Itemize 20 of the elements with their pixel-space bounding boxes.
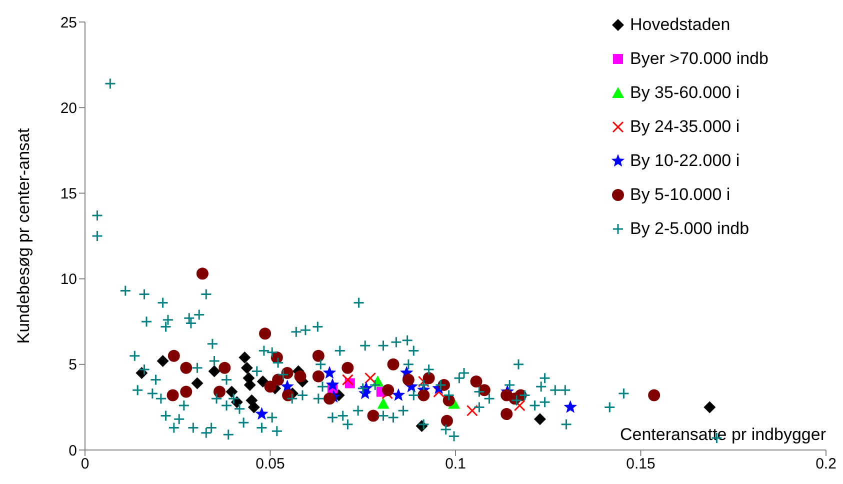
y-tick-label: 25 <box>60 14 77 32</box>
legend-label: By 35-60.000 i <box>630 83 740 103</box>
y-tick-label: 5 <box>68 356 77 374</box>
y-axis-title: Kundebesøg pr center-ansat <box>14 128 34 344</box>
x-tick-label: 0.1 <box>445 456 466 473</box>
x-tick-label: 0.15 <box>626 456 656 473</box>
legend-label: Hovedstaden <box>630 15 730 35</box>
x-axis-title: Centeransatte pr indbygger <box>620 425 826 444</box>
legend-label: By 24-35.000 i <box>630 117 740 137</box>
y-tick-label: 10 <box>60 271 77 288</box>
legend-label: By 10-22.000 i <box>630 151 740 171</box>
y-tick-label: 0 <box>68 442 77 460</box>
x-tick-label: 0 <box>80 456 90 473</box>
legend-label: By 5-10.000 i <box>630 185 730 205</box>
y-tick-label: 20 <box>60 100 77 117</box>
y-tick-label: 15 <box>60 186 77 203</box>
x-tick-label: 0.2 <box>816 456 836 473</box>
legend-label: By 2-5.000 indb <box>630 219 750 239</box>
x-tick-label: 0.05 <box>256 456 285 473</box>
legend-label: Byer >70.000 indb <box>630 49 768 69</box>
